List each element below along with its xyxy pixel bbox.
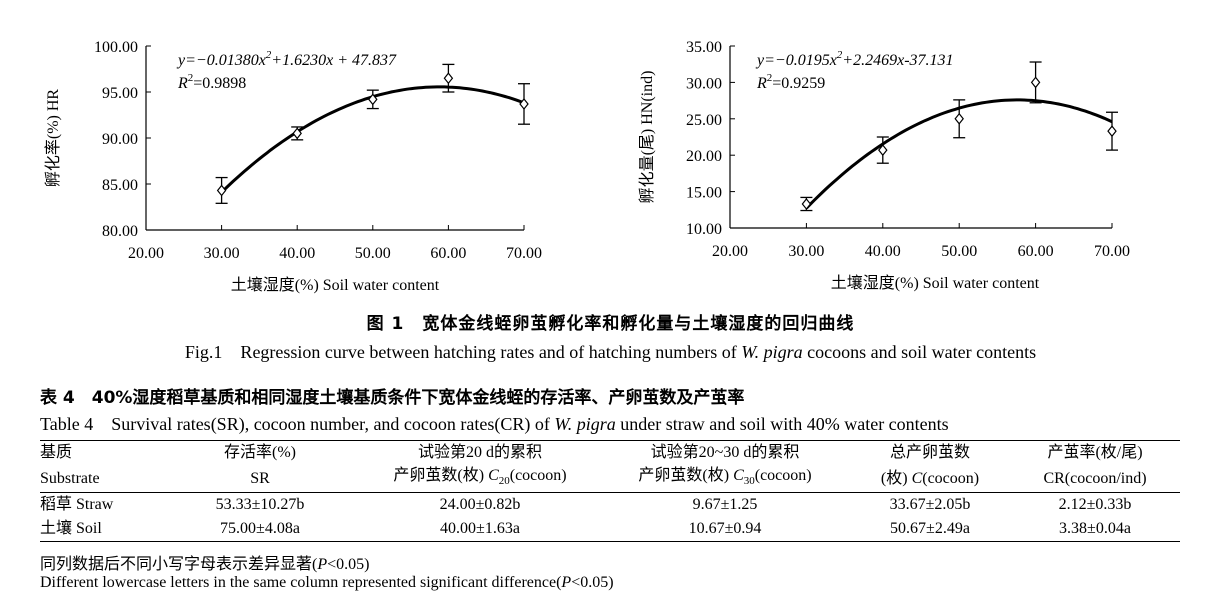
header-cell: 总产卵茧数: [850, 440, 1010, 465]
y-tick-label: 15.00: [686, 185, 722, 202]
x-tick-label: 20.00: [712, 243, 748, 260]
table-row: 土壤 Soil 75.00±4.08a 40.00±1.63a 10.67±0.…: [40, 517, 1180, 543]
table-cell: 53.33±10.27b: [215, 496, 305, 514]
header-cell: 存活率(%): [160, 440, 360, 465]
y-tick-label: 100.00: [94, 39, 138, 56]
table-title-cn: 表 4 40%湿度稻草基质和相同湿度土壤基质条件下宽体金线蛭的存活率、产卵茧数及…: [40, 388, 745, 408]
header-cell: CR(cocoon/ind): [1010, 465, 1180, 494]
data-point: [1030, 76, 1041, 89]
y-axis-label: 孵化量(尾) HN(ind): [638, 71, 656, 204]
figure-title-cn: 图 1 宽体金线蛭卵茧孵化率和孵化量与土壤湿度的回归曲线: [366, 314, 855, 334]
table-cell: 3.38±0.04a: [1010, 517, 1180, 543]
table-cell: 稻草 Straw: [40, 496, 114, 514]
y-tick-label: 20.00: [686, 148, 722, 165]
y-tick-label: 10.00: [686, 221, 722, 238]
x-tick-label: 50.00: [941, 243, 977, 260]
header-cell: Substrate: [40, 465, 160, 494]
table-note-cn: 同列数据后不同小写字母表示差异显著(P<0.05): [40, 556, 370, 573]
data-point: [519, 97, 529, 110]
data-point: [954, 112, 964, 125]
data-point: [878, 144, 888, 157]
chart-hatching-rate: 80.00 85.00 90.00 95.00 100.00 20.00 30.00 40.…: [44, 39, 542, 294]
data-point: [1107, 125, 1117, 138]
header-cell: 产卵茧数(枚) C30(cocoon): [600, 465, 850, 494]
table-header-row: Substrate SR 产卵茧数(枚) C20(cocoon) 产卵茧数(枚)…: [40, 465, 1180, 494]
x-tick-label: 20.00: [128, 245, 164, 262]
table-cell: 40.00±1.63a: [360, 517, 600, 543]
header-cell: 基质: [40, 440, 160, 465]
x-tick-label: 30.00: [788, 243, 824, 260]
header-cell: (枚) C(cocoon): [850, 465, 1010, 494]
table-cell: 50.67±2.49a: [850, 517, 1010, 543]
table-cell: 75.00±4.08a: [160, 517, 360, 543]
data-point: [368, 93, 378, 106]
table-cell: 33.67±2.05b: [889, 496, 971, 514]
data-point: [801, 198, 812, 210]
data-point: [216, 184, 227, 197]
x-tick-label: 70.00: [506, 245, 542, 262]
r-squared: R2=0.9898: [177, 72, 246, 92]
figure-title-en: Fig.1 Regression curve between hatching …: [184, 342, 1037, 362]
y-tick-label: 25.00: [686, 112, 722, 129]
r-squared: R2=0.9259: [756, 72, 825, 92]
x-tick-label: 70.00: [1094, 243, 1130, 260]
header-cell: 试验第20 d的累积: [360, 440, 600, 465]
y-tick-label: 90.00: [102, 131, 138, 148]
y-tick-label: 35.00: [686, 39, 722, 56]
figure-charts: 80.00 85.00 90.00 95.00 100.00 20.00 30.00 40.…: [44, 39, 1130, 294]
regression-equation: y=−0.01380x2+1.6230x + 47.837: [176, 49, 397, 69]
data-point: [443, 72, 454, 85]
header-cell: 产卵茧数(枚) C20(cocoon): [360, 465, 600, 494]
x-axis-label: 土壤湿度(%) Soil water content: [231, 275, 440, 294]
table-cell: 10.67±0.94: [600, 517, 850, 543]
y-tick-label: 85.00: [102, 177, 138, 194]
y-tick-label: 80.00: [102, 223, 138, 240]
table-header-row: 基质 存活率(%) 试验第20 d的累积 试验第20~30 d的累积 总产卵茧数…: [40, 440, 1180, 465]
header-cell: 试验第20~30 d的累积: [600, 440, 850, 465]
x-tick-label: 50.00: [355, 245, 391, 262]
x-tick-label: 60.00: [430, 245, 466, 262]
header-cell: SR: [160, 465, 360, 494]
y-tick-label: 95.00: [102, 85, 138, 102]
x-tick-label: 60.00: [1018, 243, 1054, 260]
header-cell: 产茧率(枚/尾): [1010, 440, 1180, 465]
x-tick-label: 40.00: [865, 243, 901, 260]
chart-hatching-number: 10.00 15.00 20.00 25.00 30.00 35.00 20.00 30.0…: [638, 39, 1130, 292]
table-cell: 9.67±1.25: [692, 496, 758, 514]
data-point: [292, 127, 302, 140]
x-axis-label: 土壤湿度(%) Soil water content: [831, 273, 1040, 292]
table-cell: 24.00±0.82b: [439, 496, 521, 514]
x-tick-label: 40.00: [279, 245, 315, 262]
results-table: 基质 存活率(%) 试验第20 d的累积 试验第20~30 d的累积 总产卵茧数…: [40, 440, 1180, 543]
table-note-en: Different lowercase letters in the same …: [40, 574, 614, 591]
regression-equation: y=−0.0195x2+2.2469x-37.131: [755, 49, 954, 69]
x-tick-label: 30.00: [204, 245, 240, 262]
table-cell: 2.12±0.33b: [1058, 496, 1132, 514]
y-axis-label: 孵化率(%) HR: [44, 89, 62, 188]
y-tick-label: 30.00: [686, 75, 722, 92]
table-title-en: Table 4 Survival rates(SR), cocoon numbe…: [40, 414, 949, 434]
table-cell: 土壤 Soil: [40, 517, 160, 543]
table-row: 稻草 Straw 53.33±10.27b 24.00±0.82b 9.67±1…: [40, 493, 1180, 518]
